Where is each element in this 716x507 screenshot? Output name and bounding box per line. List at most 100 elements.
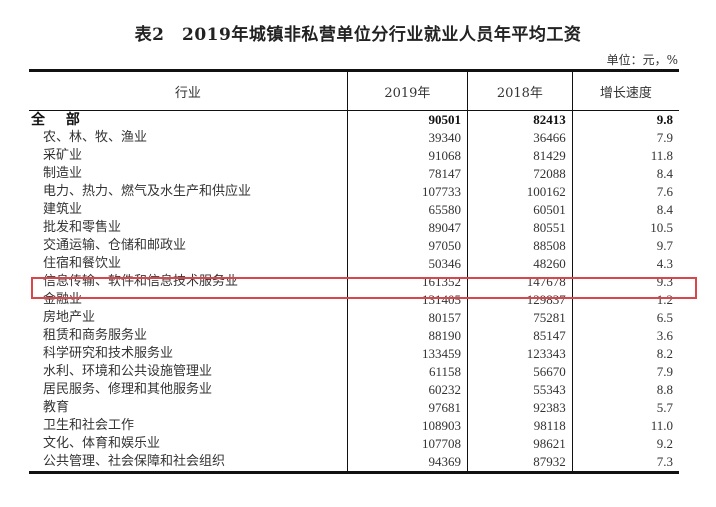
table-row-highlighted: 信息传输、软件和信息技术服务业 161352 147678 9.3 (29, 273, 679, 291)
growth-rate: 5.7 (571, 399, 679, 417)
growth-rate: 10.5 (571, 219, 679, 237)
wage-2019: 39340 (346, 129, 468, 147)
table-title: 表2 2019年城镇非私营单位分行业就业人员年平均工资 (134, 25, 582, 45)
growth-rate: 9.7 (571, 237, 679, 255)
wage-2018: 55343 (467, 381, 573, 399)
table-row: 租赁和商务服务业 88190 85147 3.6 (29, 327, 679, 345)
growth-rate: 8.2 (571, 345, 679, 363)
wage-2018: 82413 (467, 110, 573, 129)
wage-2019: 89047 (346, 219, 468, 237)
wage-2018: 100162 (467, 183, 573, 201)
wage-2019: 94369 (346, 453, 468, 473)
table-row: 住宿和餐饮业 50346 48260 4.3 (29, 255, 679, 273)
wage-2018: 147678 (467, 273, 573, 291)
wage-2019: 90501 (346, 110, 468, 129)
table-row: 卫生和社会工作 108903 98118 11.0 (29, 417, 679, 435)
industry-name: 电力、热力、燃气及水生产和供应业 (43, 184, 252, 199)
table-row: 制造业 78147 72088 8.4 (29, 165, 679, 183)
growth-rate: 3.6 (571, 327, 679, 345)
wage-2018: 88508 (467, 237, 573, 255)
industry-name: 房地产业 (43, 310, 96, 325)
industry-name: 交通运输、仓储和邮政业 (43, 238, 187, 253)
wage-2019: 107708 (346, 435, 468, 453)
growth-rate: 7.9 (571, 363, 679, 381)
industry-name: 住宿和餐饮业 (43, 256, 122, 271)
growth-rate: 1.2 (571, 291, 679, 309)
table-row: 农、林、牧、渔业 39340 36466 7.9 (29, 129, 679, 147)
growth-rate: 11.0 (571, 417, 679, 435)
industry-name: 制造业 (43, 166, 83, 181)
growth-rate: 7.6 (571, 183, 679, 201)
table-row: 交通运输、仓储和邮政业 97050 88508 9.7 (29, 237, 679, 255)
industry-name: 批发和零售业 (43, 220, 122, 235)
wage-2018: 98118 (467, 417, 573, 435)
wage-2018: 98621 (467, 435, 573, 453)
table-row: 文化、体育和娱乐业 107708 98621 9.2 (29, 435, 679, 453)
table-row: 水利、环境和公共设施管理业 61158 56670 7.9 (29, 363, 679, 381)
wage-table: 行业 2019年 2018年 增长速度 全 部 90501 82413 9.8 … (29, 69, 679, 474)
table-row: 电力、热力、燃气及水生产和供应业 107733 100162 7.6 (29, 183, 679, 201)
wage-2019: 65580 (346, 201, 468, 219)
industry-name: 居民服务、修理和其他服务业 (43, 382, 213, 397)
wage-2019: 60232 (346, 381, 468, 399)
wage-2018: 81429 (467, 147, 573, 165)
total-row: 全 部 90501 82413 9.8 (29, 110, 679, 129)
wage-2018: 92383 (467, 399, 573, 417)
table-row: 采矿业 91068 81429 11.8 (29, 147, 679, 165)
wage-2019: 161352 (346, 273, 468, 291)
industry-name: 租赁和商务服务业 (43, 328, 148, 343)
growth-rate: 9.8 (571, 110, 679, 129)
table-row: 批发和零售业 89047 80551 10.5 (29, 219, 679, 237)
wage-2018: 72088 (467, 165, 573, 183)
industry-name: 全 部 (31, 112, 88, 128)
industry-name: 信息传输、软件和信息技术服务业 (43, 274, 239, 289)
header-2019: 2019年 (346, 70, 468, 111)
table-row: 居民服务、修理和其他服务业 60232 55343 8.8 (29, 381, 679, 399)
industry-name: 水利、环境和公共设施管理业 (43, 364, 213, 379)
table-row: 金融业 131405 129837 1.2 (29, 291, 679, 309)
growth-rate: 7.3 (571, 453, 679, 473)
growth-rate: 4.3 (571, 255, 679, 273)
wage-2019: 50346 (346, 255, 468, 273)
wage-2018: 75281 (467, 309, 573, 327)
header-2018: 2018年 (467, 70, 573, 111)
wage-2019: 97050 (346, 237, 468, 255)
wage-2019: 88190 (346, 327, 468, 345)
growth-rate: 9.3 (571, 273, 679, 291)
industry-name: 农、林、牧、渔业 (43, 130, 148, 145)
wage-2018: 129837 (467, 291, 573, 309)
table-row: 科学研究和技术服务业 133459 123343 8.2 (29, 345, 679, 363)
wage-2019: 108903 (346, 417, 468, 435)
wage-2019: 107733 (346, 183, 468, 201)
table-row: 房地产业 80157 75281 6.5 (29, 309, 679, 327)
unit-note: 单位：元，% (606, 53, 678, 67)
wage-2018: 85147 (467, 327, 573, 345)
industry-name: 采矿业 (43, 148, 83, 163)
wage-2018: 56670 (467, 363, 573, 381)
industry-name: 建筑业 (43, 202, 83, 217)
wage-2018: 48260 (467, 255, 573, 273)
growth-rate: 8.8 (571, 381, 679, 399)
header-growth: 增长速度 (571, 70, 679, 111)
wage-2019: 61158 (346, 363, 468, 381)
wage-2019: 131405 (346, 291, 468, 309)
industry-name: 教育 (43, 400, 70, 415)
header-row: 行业 2019年 2018年 增长速度 (29, 70, 679, 111)
wage-2019: 133459 (346, 345, 468, 363)
industry-name: 金融业 (43, 292, 83, 307)
industry-name: 科学研究和技术服务业 (43, 346, 174, 361)
wage-2018: 87932 (467, 453, 573, 473)
header-industry: 行业 (29, 70, 348, 111)
growth-rate: 6.5 (571, 309, 679, 327)
wage-2019: 78147 (346, 165, 468, 183)
wage-2019: 91068 (346, 147, 468, 165)
growth-rate: 9.2 (571, 435, 679, 453)
wage-2019: 97681 (346, 399, 468, 417)
wage-2018: 80551 (467, 219, 573, 237)
growth-rate: 11.8 (571, 147, 679, 165)
industry-name: 卫生和社会工作 (43, 418, 135, 433)
wage-2018: 123343 (467, 345, 573, 363)
wage-2018: 60501 (467, 201, 573, 219)
industry-name: 文化、体育和娱乐业 (43, 436, 161, 451)
wage-2019: 80157 (346, 309, 468, 327)
